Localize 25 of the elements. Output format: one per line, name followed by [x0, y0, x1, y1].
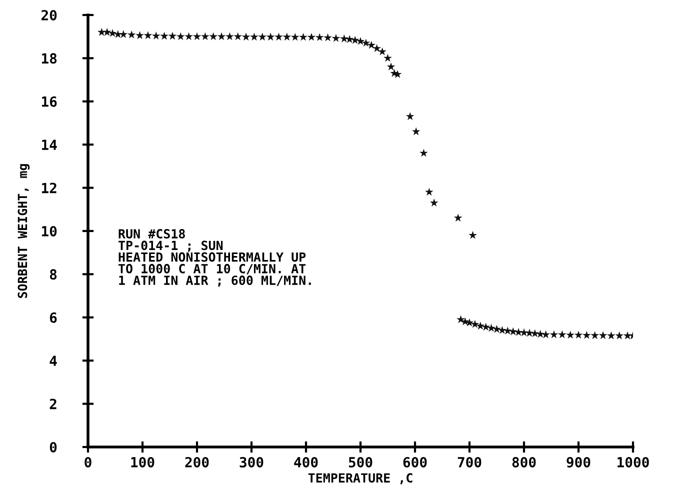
x-tick-label: 400 [294, 456, 318, 468]
y-axis-title: SORBENT WEIGHT, mg [18, 164, 30, 298]
y-tick-label: 8 [50, 269, 57, 280]
x-tick-label: 0 [84, 456, 92, 468]
x-tick-label: 300 [240, 456, 264, 468]
y-tick-label: 0 [50, 442, 57, 452]
x-axis-title: TEMPERATURE ,C [308, 473, 412, 484]
y-tick-label: 18 [42, 53, 57, 64]
x-tick-label: 1000 [618, 456, 649, 468]
y-tick-label: 4 [50, 356, 57, 366]
y-tick-label: 14 [42, 140, 57, 150]
annotation: RUN #CS18 TP-014-1 ; SUN HEATED NONISOTHERMALLY UP TO 1000 C AT 10 C/MIN. AT 1 ATM IN AIR ; 600 ML/MIN. [118, 229, 311, 287]
y-tick-label: 12 [42, 182, 56, 194]
y-tick-label: 6 [50, 312, 57, 323]
y-tick-label: 2 [50, 398, 56, 410]
x-tick-label: 600 [403, 456, 427, 468]
x-tick-label: 800 [512, 456, 536, 468]
x-tick-label: 900 [566, 456, 590, 468]
x-tick-label: 700 [458, 456, 482, 468]
x-tick-label: 100 [131, 456, 154, 468]
y-tick-label: 20 [42, 10, 57, 20]
x-tick-label: 200 [185, 456, 209, 468]
x-tick-label: 500 [348, 456, 372, 468]
y-tick-label: 16 [42, 96, 57, 107]
y-tick-label: 10 [42, 226, 57, 236]
